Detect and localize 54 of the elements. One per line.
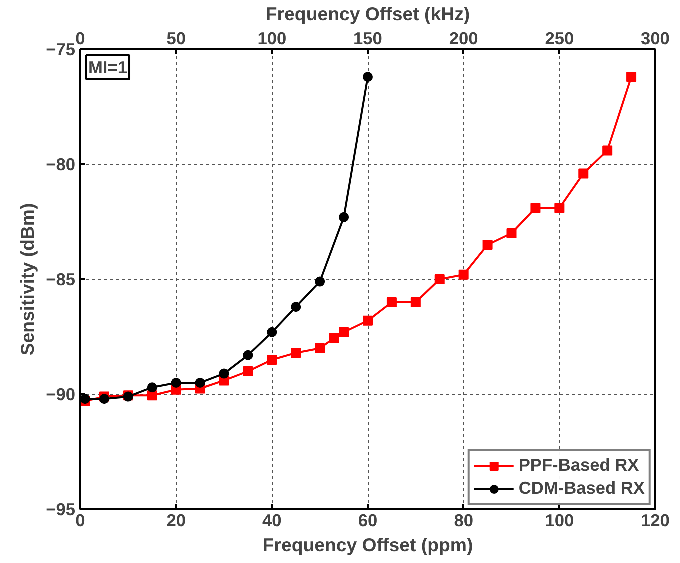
- point: [291, 302, 302, 312]
- y-tick-label: −85: [46, 270, 76, 290]
- y-tick-label: −75: [46, 40, 76, 60]
- x2-axis-title: Frequency Offset (kHz): [266, 4, 470, 24]
- x-axis-title: Frequency Offset (ppm): [262, 534, 474, 556]
- point: [482, 240, 493, 250]
- x-tick-label: 40: [262, 510, 282, 530]
- point: [315, 276, 326, 287]
- point: [195, 378, 206, 388]
- x-tick-label: 120: [641, 510, 670, 530]
- y-tick-label: −80: [46, 154, 76, 174]
- x2-tick-label: 200: [449, 28, 478, 48]
- point: [434, 274, 445, 284]
- x-tick-label: 20: [166, 510, 186, 530]
- point: [410, 298, 421, 308]
- x-tick-label: 100: [545, 510, 574, 530]
- legend-label: CDM-Based RX: [518, 478, 645, 499]
- point: [267, 327, 278, 338]
- x-tick-label: 80: [454, 510, 474, 530]
- point: [329, 333, 340, 344]
- point: [315, 344, 326, 354]
- point: [339, 327, 350, 338]
- point: [363, 72, 373, 82]
- x2-tick-label: 0: [76, 28, 86, 48]
- point: [386, 298, 397, 308]
- x2-tick-label: 250: [545, 28, 574, 48]
- point: [626, 72, 637, 82]
- x-tick-label: 60: [358, 510, 378, 530]
- x2-tick-label: 50: [166, 28, 186, 48]
- point: [339, 212, 350, 222]
- point: [458, 270, 469, 280]
- point: [578, 168, 589, 179]
- point: [602, 146, 613, 156]
- point: [267, 355, 278, 365]
- point: [243, 366, 254, 376]
- y-tick-label: −95: [46, 500, 76, 520]
- y-tick-label: −90: [46, 384, 76, 404]
- legend-label: PPF-Based RX: [518, 455, 640, 476]
- x-tick-label: 0: [76, 510, 86, 530]
- x2-tick-label: 300: [641, 28, 670, 48]
- annotation: MI=1: [88, 58, 128, 78]
- point: [171, 378, 182, 388]
- point: [363, 316, 373, 326]
- point: [530, 203, 541, 214]
- point: [147, 382, 158, 393]
- point: [243, 350, 254, 360]
- y-axis-title: Sensitivity (dBm): [17, 203, 38, 356]
- point: [554, 203, 565, 214]
- point: [219, 368, 230, 379]
- x2-tick-label: 100: [258, 28, 287, 48]
- x2-tick-label: 150: [354, 28, 382, 48]
- point: [291, 348, 302, 358]
- point: [506, 228, 517, 238]
- point: [99, 394, 110, 404]
